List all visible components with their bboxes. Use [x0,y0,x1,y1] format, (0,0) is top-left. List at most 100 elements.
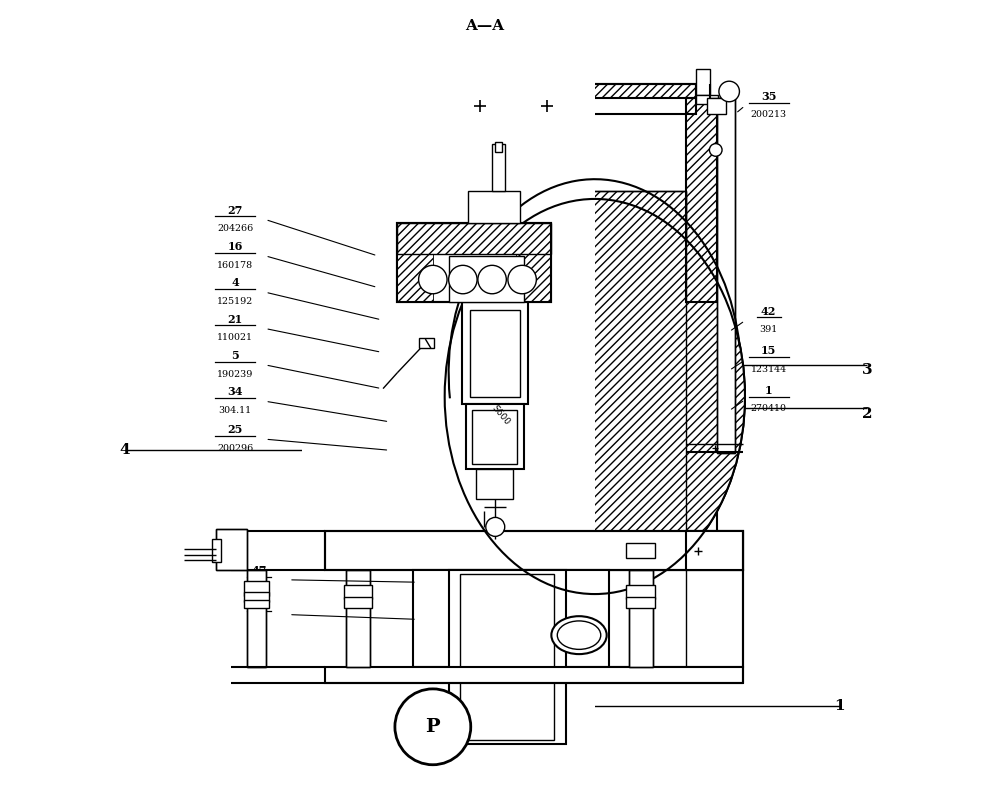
Text: P: P [426,718,440,736]
Text: 39: 39 [251,600,267,611]
Bar [212,538,221,562]
Text: 116: 116 [250,584,268,594]
Circle shape [478,266,506,293]
Ellipse shape [557,621,601,649]
Bar [717,98,735,454]
Bar [325,83,696,98]
Bar [247,570,266,667]
Bar [397,223,551,301]
Polygon shape [326,96,696,667]
Text: 15: 15 [761,345,776,356]
Bar [462,301,528,404]
Text: 1: 1 [765,385,772,396]
Bar [325,90,363,667]
Bar [470,309,520,396]
Bar [244,600,269,608]
Bar [325,83,696,113]
Bar [686,531,743,570]
Bar [413,570,609,667]
Bar [696,94,718,104]
Bar [216,529,247,570]
Text: S600: S600 [490,404,511,427]
Text: 391: 391 [760,325,778,335]
Ellipse shape [551,616,607,654]
Bar [717,98,735,301]
Text: 3: 3 [862,363,873,377]
Ellipse shape [445,199,745,594]
Bar [302,41,595,713]
Text: 204266: 204266 [217,224,253,233]
Text: 21: 21 [228,313,243,324]
Bar [476,469,513,500]
Bar [492,144,505,191]
Bar [634,570,648,667]
Bar [397,255,433,301]
Text: 34: 34 [228,386,243,397]
Bar [325,667,743,683]
Text: 4: 4 [231,278,239,288]
Bar [629,570,653,667]
Polygon shape [363,319,449,554]
Bar [495,142,502,151]
Bar [344,584,372,599]
Bar [626,584,655,599]
Bar [516,255,551,301]
Bar [626,597,655,608]
Bar [460,574,554,740]
Text: 25: 25 [228,424,243,435]
Ellipse shape [445,199,745,594]
Bar [252,570,261,667]
Bar [629,570,653,667]
Text: 110021: 110021 [217,333,253,343]
Bar [419,338,434,347]
Bar [325,90,363,667]
Bar [466,404,524,469]
Bar [686,98,717,301]
Bar [325,531,743,570]
Bar [351,570,365,667]
Polygon shape [433,191,686,667]
Text: 47: 47 [251,565,267,576]
Bar [686,98,717,667]
Bar [707,98,726,113]
Bar [626,543,655,557]
Text: 270410: 270410 [751,404,787,413]
Bar [472,410,517,464]
Bar [449,570,566,744]
Bar [397,223,551,255]
Text: 123144: 123144 [751,365,787,374]
Circle shape [419,266,447,293]
Text: 4: 4 [119,443,130,458]
Bar [247,570,266,667]
Circle shape [486,517,505,536]
Text: A—A: A—A [465,19,504,33]
Text: 35: 35 [761,90,776,102]
Circle shape [719,81,739,102]
Circle shape [449,227,741,519]
Bar [325,90,363,667]
Bar [244,581,269,596]
Bar [244,592,269,602]
Text: 125192: 125192 [217,297,253,306]
Text: 5: 5 [231,350,239,361]
Circle shape [395,689,471,764]
Text: 190239: 190239 [217,370,253,378]
Text: 200213: 200213 [751,110,787,120]
Bar [696,69,710,94]
Bar [325,531,743,570]
Circle shape [508,266,536,293]
Text: 2: 2 [862,407,873,421]
Bar [717,98,735,454]
Circle shape [709,144,722,156]
Bar [449,256,524,301]
Bar [344,597,372,608]
Bar [346,570,370,667]
Text: 200296: 200296 [217,444,253,453]
Bar [468,191,520,223]
Bar [216,529,247,570]
Text: 160178: 160178 [217,261,253,270]
Bar [346,570,370,667]
Text: 16: 16 [228,241,243,252]
Bar [397,223,551,255]
Bar [216,529,247,570]
